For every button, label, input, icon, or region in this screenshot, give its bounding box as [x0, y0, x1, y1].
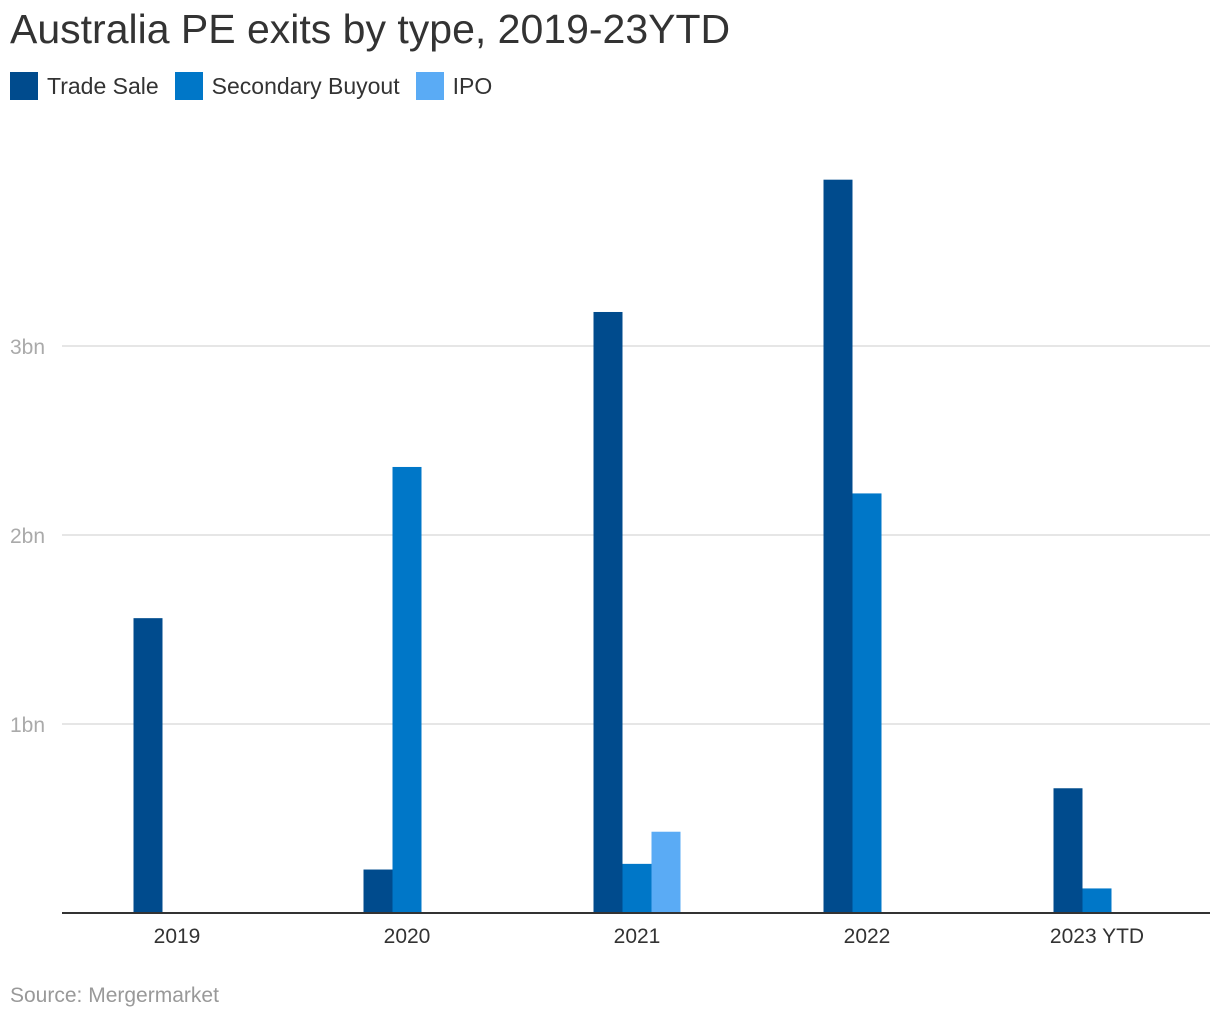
legend-swatch-secondary-buyout	[174, 72, 203, 100]
legend-label-secondary-buyout: Secondary Buyout	[211, 72, 400, 99]
legend-swatch-trade-sale	[10, 72, 38, 100]
x-tick-label: 2021	[614, 925, 661, 948]
legend-item-ipo[interactable]: IPO	[415, 72, 493, 100]
legend-item-trade-sale[interactable]: Trade Sale	[10, 72, 159, 100]
chart-title: Australia PE exits by type, 2019-23YTD	[10, 6, 731, 52]
bar-trade-sale	[363, 869, 393, 913]
bar-ipo	[651, 831, 681, 913]
x-tick-label: 2020	[384, 925, 431, 948]
bar-trade-sale	[1053, 788, 1083, 913]
legend-swatch-ipo	[415, 72, 444, 100]
source-note: Source: Mergermarket	[10, 984, 219, 1007]
x-tick-label: 2019	[154, 925, 201, 948]
legend: Trade Sale Secondary Buyout IPO	[10, 72, 492, 100]
y-tick-label: 3bn	[10, 336, 45, 359]
bar-trade-sale	[823, 179, 853, 913]
legend-item-secondary-buyout[interactable]: Secondary Buyout	[174, 72, 400, 100]
y-tick-label: 1bn	[10, 714, 45, 737]
x-tick-label: 2022	[844, 925, 891, 948]
bar-secondary-buyout	[392, 466, 422, 913]
y-tick-label: 2bn	[10, 525, 45, 548]
bar-trade-sale	[133, 618, 163, 913]
bar-secondary-buyout	[622, 863, 652, 913]
bar-trade-sale	[593, 311, 623, 914]
x-tick-label: 2023 YTD	[1050, 925, 1144, 948]
legend-label-ipo: IPO	[452, 72, 493, 99]
legend-label-trade-sale: Trade Sale	[47, 72, 159, 99]
bar-secondary-buyout	[1082, 888, 1112, 913]
bar-secondary-buyout	[852, 493, 882, 913]
